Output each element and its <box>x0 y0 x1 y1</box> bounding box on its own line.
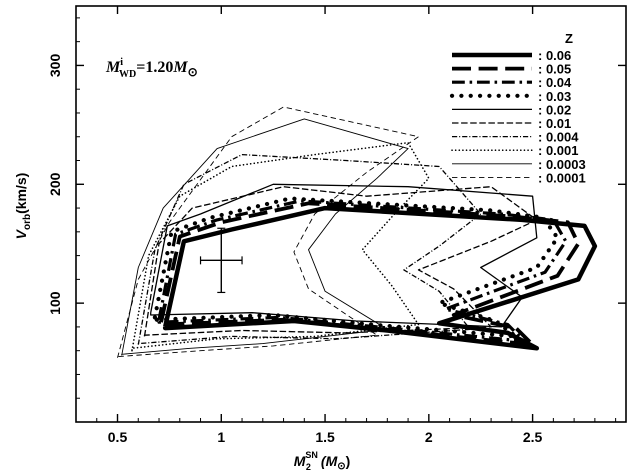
series-line <box>131 141 430 352</box>
legend-label: : 0.02 <box>538 102 571 117</box>
legend: Z : 0.06: 0.05: 0.04: 0.03: 0.02: 0.01: … <box>449 31 586 185</box>
legend-label: : 0.04 <box>538 75 572 90</box>
series-line <box>162 205 598 351</box>
series-line <box>121 118 409 356</box>
x-tick-label: 2 <box>425 429 433 445</box>
y-axis-sub: orb <box>22 214 33 230</box>
x-axis-sup: SN <box>305 450 318 460</box>
annotation-symbol: M <box>105 59 121 76</box>
ticks: 0.5 1 1.5 2 2.5 100 200 300 <box>47 6 626 445</box>
legend-label: : 0.03 <box>538 89 571 104</box>
y-axis-unit: (km/s) <box>13 173 29 214</box>
annotation-unit-sub: ⊙ <box>188 65 198 79</box>
series-line <box>143 186 538 337</box>
x-axis-unit: (M <box>321 453 338 469</box>
plot-frame <box>75 5 627 423</box>
annotation-sub: WD <box>119 69 136 80</box>
legend-label: : 0.0001 <box>538 170 586 185</box>
y-axis-symbol: V <box>13 228 29 239</box>
x-axis-sub: 2 <box>306 462 311 472</box>
series-layer <box>117 106 598 358</box>
annotation: Mi WD=1.20M⊙ <box>105 57 198 80</box>
y-tick-label: 300 <box>47 54 63 78</box>
x-axis-close: ) <box>346 453 351 469</box>
x-axis-title: MSN 2 (M⊙) <box>294 450 351 472</box>
series-line <box>137 153 482 345</box>
series-line <box>157 199 568 343</box>
series-line <box>117 106 419 358</box>
x-tick-label: 2.5 <box>523 429 543 445</box>
x-tick-label: 1 <box>217 429 225 445</box>
legend-label: : 0.06 <box>538 48 571 63</box>
legend-title: Z <box>565 31 573 46</box>
x-axis-unit-sub: ⊙ <box>337 461 345 472</box>
y-tick-label: 200 <box>47 172 63 196</box>
x-tick-label: 0.5 <box>108 429 128 445</box>
annotation-text: =1.20 <box>136 59 173 76</box>
y-tick-label: 100 <box>47 291 63 315</box>
legend-label: : 0.01 <box>538 116 571 131</box>
legend-label: : 0.05 <box>538 62 571 77</box>
x-tick-label: 1.5 <box>315 429 335 445</box>
x-axis-symbol: M <box>294 453 306 469</box>
series-line <box>152 196 560 339</box>
legend-label: : 0.001 <box>538 143 578 158</box>
annotation-unit: M <box>172 59 188 76</box>
annotation-sup: i <box>120 57 123 68</box>
legend-label: : 0.004 <box>538 130 579 145</box>
legend-label: : 0.0003 <box>538 157 586 172</box>
y-axis-title: Vorb(km/s) <box>13 173 33 240</box>
observation-marker <box>199 227 243 294</box>
